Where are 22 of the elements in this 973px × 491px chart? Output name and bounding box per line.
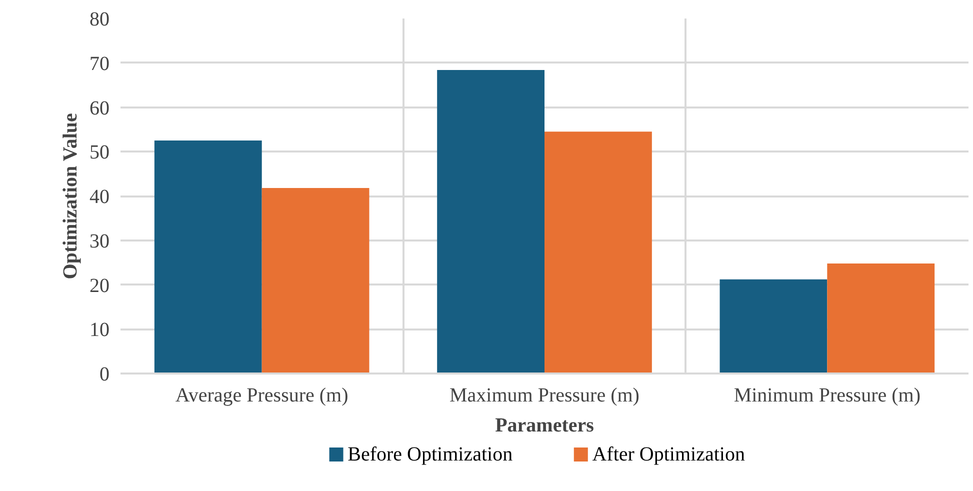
y-tick-label: 60 — [90, 97, 110, 120]
x-tick-label: Minimum Pressure (m) — [734, 384, 920, 406]
x-tick-label: Maximum Pressure (m) — [450, 384, 640, 406]
bar — [437, 70, 544, 374]
y-axis-title: Optimization Value — [60, 112, 82, 280]
bar — [827, 263, 935, 374]
x-tick-label: Average Pressure (m) — [175, 384, 348, 406]
bar — [154, 140, 262, 374]
y-tick-label: 80 — [90, 8, 110, 30]
y-tick-label: 20 — [90, 274, 110, 297]
x-axis-title: Parameters — [495, 414, 594, 436]
legend-label: Before Optimization — [348, 444, 513, 466]
legend-label: After Optimization — [592, 444, 745, 466]
y-tick-label: 0 — [100, 364, 110, 386]
bar — [544, 132, 652, 374]
y-tick-label: 40 — [90, 186, 110, 208]
y-tick-label: 30 — [90, 230, 110, 252]
y-tick-label: 10 — [90, 319, 110, 342]
y-tick-label: 70 — [90, 52, 110, 75]
bar — [720, 279, 828, 374]
y-tick-label: 50 — [90, 142, 110, 164]
bar — [262, 188, 370, 374]
